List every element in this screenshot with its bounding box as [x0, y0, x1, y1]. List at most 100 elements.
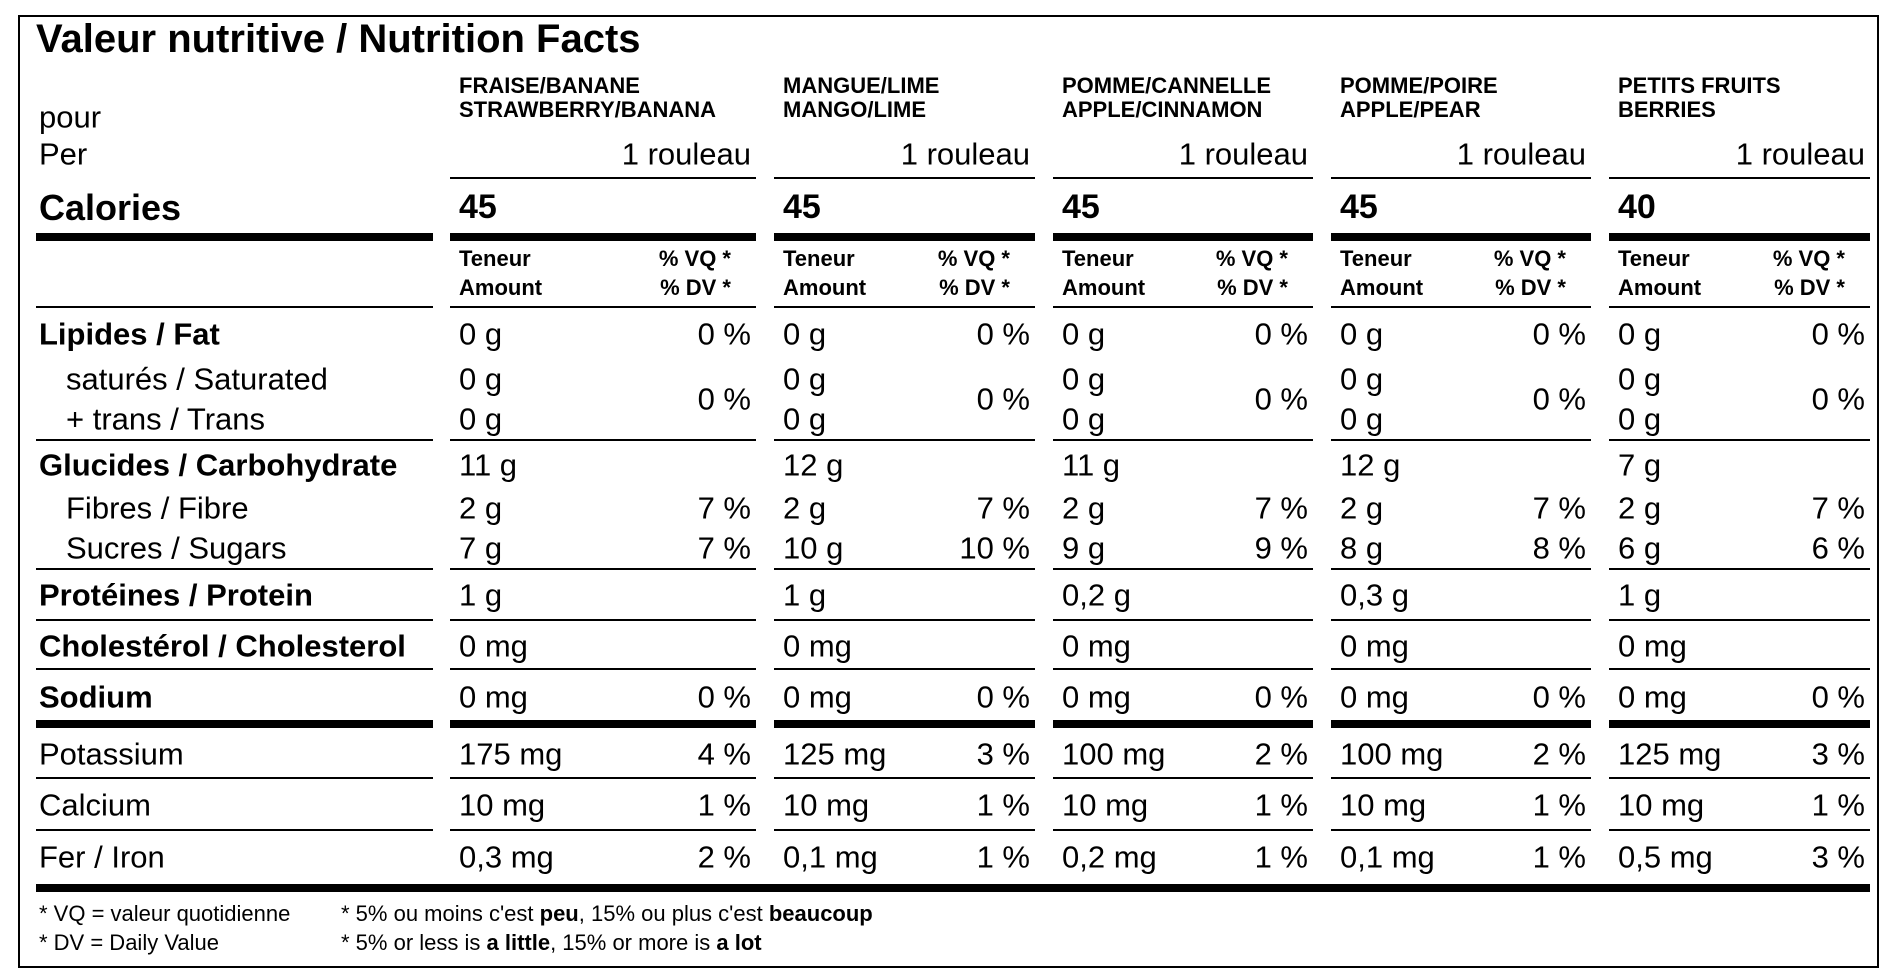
- rule: [450, 667, 756, 671]
- amount-value: 0 mg: [1062, 628, 1131, 664]
- amount-value: 2 g: [459, 490, 503, 526]
- amount-value: 6 g: [1618, 530, 1662, 566]
- column-header: Amount: [1340, 275, 1424, 300]
- rule: [1331, 720, 1591, 728]
- dv-value: 4 %: [697, 736, 751, 772]
- dv-value: 1 %: [1254, 839, 1308, 875]
- dv-value: 1 %: [1811, 787, 1865, 823]
- serving-label: pour: [39, 99, 102, 135]
- amount-value: 2 g: [783, 490, 827, 526]
- column-header: % DV *: [1495, 275, 1566, 300]
- amount-value: 0 g: [783, 401, 827, 437]
- product-name: MANGO/LIME: [783, 97, 926, 122]
- rule: [1053, 567, 1313, 571]
- rule: [774, 776, 1035, 780]
- dv-value: 2 %: [1532, 736, 1586, 772]
- rule: [1609, 828, 1870, 832]
- amount-value: 0 mg: [1340, 628, 1409, 664]
- dv-value: 0 %: [697, 316, 751, 352]
- dv-value: 7 %: [1254, 490, 1308, 526]
- rule: [450, 828, 756, 832]
- amount-value: 0 mg: [783, 679, 852, 715]
- amount-value: 10 mg: [1340, 787, 1427, 823]
- amount-value: 0 g: [1062, 316, 1106, 352]
- rule: [774, 176, 1035, 180]
- row-label: Potassium: [39, 736, 184, 772]
- column-header: Amount: [1062, 275, 1146, 300]
- amount-value: 11 g: [1062, 447, 1121, 483]
- calories-value: 45: [1062, 188, 1100, 226]
- rule: [450, 720, 756, 728]
- amount-value: 0,1 mg: [1340, 839, 1435, 875]
- amount-value: 0 g: [783, 316, 827, 352]
- row-label: Fibres / Fibre: [66, 490, 249, 526]
- rule: [1609, 233, 1870, 241]
- dv-value: 2 %: [1254, 736, 1308, 772]
- product-name: APPLE/PEAR: [1340, 97, 1481, 122]
- rule: [1053, 828, 1313, 832]
- dv-value: 7 %: [1811, 490, 1865, 526]
- amount-value: 8 g: [1340, 530, 1384, 566]
- rule: [36, 438, 433, 442]
- rule: [1053, 618, 1313, 622]
- column-header: Teneur: [783, 246, 855, 271]
- dv-value: 0 %: [697, 381, 751, 417]
- dv-value: 0 %: [1254, 381, 1308, 417]
- row-label: Calcium: [39, 787, 151, 823]
- rule: [1053, 720, 1313, 728]
- footnote-part: , 15% or more is: [550, 930, 717, 955]
- row-label: Fer / Iron: [39, 839, 165, 875]
- amount-value: 0 mg: [1062, 679, 1131, 715]
- rule: [1053, 438, 1313, 442]
- amount-value: 1 g: [459, 577, 503, 613]
- dv-value: 6 %: [1811, 530, 1865, 566]
- dv-value: 1 %: [1532, 839, 1586, 875]
- row-label: Lipides / Fat: [39, 316, 220, 352]
- dv-value: 0 %: [1532, 381, 1586, 417]
- dv-value: 0 %: [1532, 679, 1586, 715]
- amount-value: 10 mg: [459, 787, 546, 823]
- dv-value: 0 %: [976, 679, 1030, 715]
- product-name: BERRIES: [1618, 97, 1716, 122]
- column-header: Amount: [459, 275, 543, 300]
- rule: [1609, 438, 1870, 442]
- calories-value: 45: [459, 188, 497, 226]
- dv-value: 1 %: [976, 787, 1030, 823]
- rule: [450, 776, 756, 780]
- dv-value: 1 %: [1532, 787, 1586, 823]
- rule: [1609, 567, 1870, 571]
- amount-value: 125 mg: [783, 736, 887, 772]
- calories-value: 40: [1618, 188, 1656, 226]
- amount-value: 0 g: [783, 361, 827, 397]
- rule: [1053, 305, 1313, 309]
- dv-value: 0 %: [1532, 316, 1586, 352]
- footnote-part: a little: [486, 930, 551, 955]
- column-header: Teneur: [1618, 246, 1690, 271]
- footnote-part: peu: [539, 901, 579, 926]
- rule: [36, 776, 433, 780]
- amount-value: 0,2 mg: [1062, 839, 1157, 875]
- amount-value: 10 g: [783, 530, 844, 566]
- dv-value: 0 %: [697, 679, 751, 715]
- dv-value: 0 %: [1254, 316, 1308, 352]
- amount-value: 0 mg: [1618, 628, 1687, 664]
- column-header: % VQ *: [937, 246, 1010, 271]
- rule: [36, 667, 433, 671]
- amount-value: 0 g: [1340, 401, 1384, 437]
- amount-value: 0,2 g: [1062, 577, 1131, 613]
- footnote-part: beaucoup: [768, 901, 873, 926]
- footnote: * VQ = valeur quotidienne: [39, 901, 291, 926]
- rule: [774, 618, 1035, 622]
- dv-value: 7 %: [697, 490, 751, 526]
- label-border: [18, 15, 1879, 968]
- rule: [450, 438, 756, 442]
- dv-value: 1 %: [976, 839, 1030, 875]
- rule: [774, 438, 1035, 442]
- dv-value: 0 %: [976, 316, 1030, 352]
- dv-value: 0 %: [976, 381, 1030, 417]
- amount-value: 10 mg: [1618, 787, 1705, 823]
- amount-value: 0 g: [1618, 316, 1662, 352]
- dv-value: 0 %: [1811, 316, 1865, 352]
- rule: [1609, 667, 1870, 671]
